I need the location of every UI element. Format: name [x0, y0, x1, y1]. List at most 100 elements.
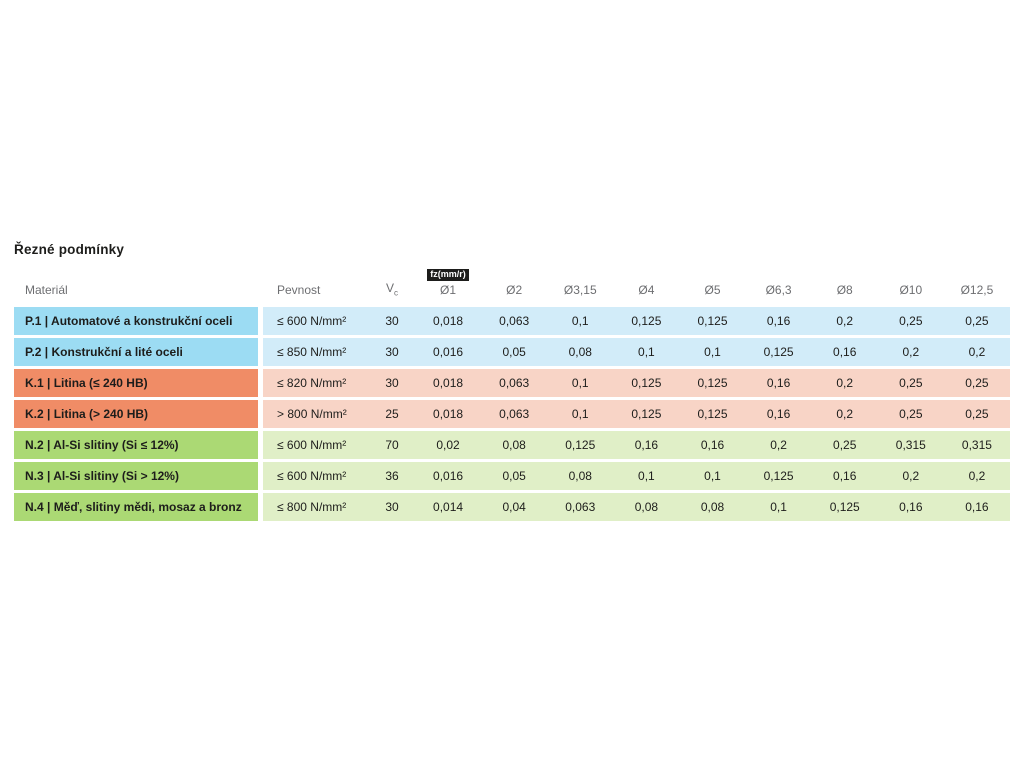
vc-cell: 36: [385, 469, 399, 483]
strength-cell: ≤ 850 N/mm²: [277, 345, 347, 359]
fz-value-cell: 0,2: [968, 345, 986, 359]
fz-value-cell: 0,05: [502, 345, 526, 359]
column-header-d2: Ø2: [506, 283, 523, 297]
fz-value-cell: 0,125: [697, 314, 728, 328]
fz-value-cell: 0,02: [436, 438, 460, 452]
fz-value-cell: 0,018: [433, 376, 464, 390]
fz-value-cell: 0,1: [704, 345, 721, 359]
fz-value-cell: 0,315: [895, 438, 926, 452]
strength-cell: ≤ 820 N/mm²: [277, 376, 347, 390]
table-row-n3: N.3 | Al-Si slitiny (Si > 12%) ≤ 600 N/m…: [14, 462, 1010, 490]
vc-subscript: c: [394, 288, 398, 297]
table-row-k1: K.1 | Litina (≤ 240 HB) ≤ 820 N/mm² 30 0…: [14, 369, 1010, 397]
column-header-d4: Ø4: [638, 283, 655, 297]
fz-value-cell: 0,25: [899, 314, 923, 328]
fz-value-cell: 0,2: [836, 407, 854, 421]
fz-value-cell: 0,25: [965, 407, 989, 421]
header-strip: Pevnost Vc fz(mm/r) Ø1 Ø2 Ø3,15 Ø4 Ø5 Ø6…: [263, 266, 1010, 297]
fz-value-cell: 0,063: [565, 500, 596, 514]
fz-value-cell: 0,16: [833, 345, 857, 359]
fz-value-cell: 0,125: [631, 314, 662, 328]
fz-value-cell: 0,018: [433, 407, 464, 421]
fz-value-cell: 0,16: [766, 407, 791, 421]
fz-value-cell: 0,16: [965, 500, 989, 514]
fz-value-cell: 0,2: [968, 469, 986, 483]
fz-value-cell: 0,16: [766, 314, 791, 328]
vc-cell: 30: [385, 500, 399, 514]
fz-value-cell: 0,014: [433, 500, 464, 514]
fz-value-cell: 0,25: [965, 376, 989, 390]
column-header-strength: Pevnost: [277, 283, 321, 297]
row-data-strip: ≤ 820 N/mm² 30 0,018 0,063 0,1 0,125 0,1…: [263, 369, 1010, 397]
strength-cell: ≤ 600 N/mm²: [277, 469, 347, 483]
strength-cell: ≤ 800 N/mm²: [277, 500, 347, 514]
material-cell: N.4 | Měď, slitiny mědi, mosaz a bronz: [14, 493, 258, 521]
fz-value-cell: 0,2: [902, 345, 920, 359]
material-cell: N.3 | Al-Si slitiny (Si > 12%): [14, 462, 258, 490]
fz-value-cell: 0,1: [571, 407, 589, 421]
fz-value-cell: 0,063: [499, 314, 530, 328]
row-data-strip: ≤ 600 N/mm² 36 0,016 0,05 0,08 0,1 0,1 0…: [263, 462, 1010, 490]
column-header-d6-3: Ø6,3: [765, 283, 792, 297]
column-header-d8: Ø8: [836, 283, 853, 297]
fz-value-cell: 0,1: [571, 376, 589, 390]
fz-value-cell: 0,16: [634, 438, 659, 452]
fz-value-cell: 0,04: [502, 500, 526, 514]
fz-value-cell: 0,25: [833, 438, 857, 452]
fz-value-cell: 0,2: [836, 376, 854, 390]
row-data-strip: ≤ 600 N/mm² 70 0,02 0,08 0,125 0,16 0,16…: [263, 431, 1010, 459]
row-data-strip: ≤ 800 N/mm² 30 0,014 0,04 0,063 0,08 0,0…: [263, 493, 1010, 521]
fz-value-cell: 0,063: [499, 376, 530, 390]
column-header-d3-15: Ø3,15: [563, 283, 597, 297]
page-title: Řezné podmínky: [14, 242, 125, 257]
fz-value-cell: 0,25: [965, 314, 989, 328]
fz-value-cell: 0,08: [502, 438, 526, 452]
vc-cell: 25: [385, 407, 399, 421]
fz-value-cell: 0,08: [568, 469, 592, 483]
table-row-p1: P.1 | Automatové a konstrukční oceli ≤ 6…: [14, 307, 1010, 335]
fz-value-cell: 0,2: [836, 314, 854, 328]
fz-value-cell: 0,08: [634, 500, 659, 514]
fz-value-cell: 0,125: [631, 407, 662, 421]
vc-cell: 30: [385, 376, 399, 390]
fz-value-cell: 0,25: [899, 376, 923, 390]
fz-value-cell: 0,125: [763, 469, 794, 483]
fz-value-cell: 0,25: [899, 407, 923, 421]
vc-symbol: V: [385, 280, 394, 295]
fz-value-cell: 0,018: [433, 314, 464, 328]
fz-value-cell: 0,125: [697, 376, 728, 390]
fz-value-cell: 0,063: [499, 407, 530, 421]
fz-value-cell: 0,2: [902, 469, 920, 483]
fz-value-cell: 0,125: [565, 438, 596, 452]
fz-value-cell: 0,315: [961, 438, 992, 452]
row-data-strip: > 800 N/mm² 25 0,018 0,063 0,1 0,125 0,1…: [263, 400, 1010, 428]
column-header-d5: Ø5: [704, 283, 721, 297]
strength-cell: ≤ 600 N/mm²: [277, 438, 347, 452]
fz-value-cell: 0,1: [770, 500, 787, 514]
fz-value-cell: 0,125: [697, 407, 728, 421]
fz-value-cell: 0,08: [568, 345, 592, 359]
table-row-p2: P.2 | Konstrukční a lité oceli ≤ 850 N/m…: [14, 338, 1010, 366]
fz-value-cell: 0,2: [770, 438, 787, 452]
material-cell: P.2 | Konstrukční a lité oceli: [14, 338, 258, 366]
fz-value-cell: 0,16: [766, 376, 791, 390]
column-header-d1: fz(mm/r) Ø1: [415, 266, 481, 297]
material-cell: K.2 | Litina (> 240 HB): [14, 400, 258, 428]
table-row-n2: N.2 | Al-Si slitiny (Si ≤ 12%) ≤ 600 N/m…: [14, 431, 1010, 459]
fz-value-cell: 0,05: [502, 469, 526, 483]
column-header-d10: Ø10: [899, 283, 923, 297]
material-cell: P.1 | Automatové a konstrukční oceli: [14, 307, 258, 335]
material-cell: K.1 | Litina (≤ 240 HB): [14, 369, 258, 397]
fz-unit-badge: fz(mm/r): [427, 269, 469, 281]
strength-cell: ≤ 600 N/mm²: [277, 314, 347, 328]
row-data-strip: ≤ 600 N/mm² 30 0,018 0,063 0,1 0,125 0,1…: [263, 307, 1010, 335]
fz-value-cell: 0,1: [704, 469, 721, 483]
fz-value-cell: 0,1: [571, 314, 589, 328]
fz-value-cell: 0,125: [763, 345, 794, 359]
table-header-row: Materiál Pevnost Vc fz(mm/r) Ø1 Ø2 Ø3,15…: [14, 266, 1010, 307]
fz-value-cell: 0,016: [433, 469, 464, 483]
fz-value-cell: 0,125: [829, 500, 860, 514]
cutting-conditions-table: Materiál Pevnost Vc fz(mm/r) Ø1 Ø2 Ø3,15…: [14, 266, 1010, 524]
column-header-material: Materiál: [25, 283, 68, 297]
vc-cell: 30: [385, 314, 399, 328]
